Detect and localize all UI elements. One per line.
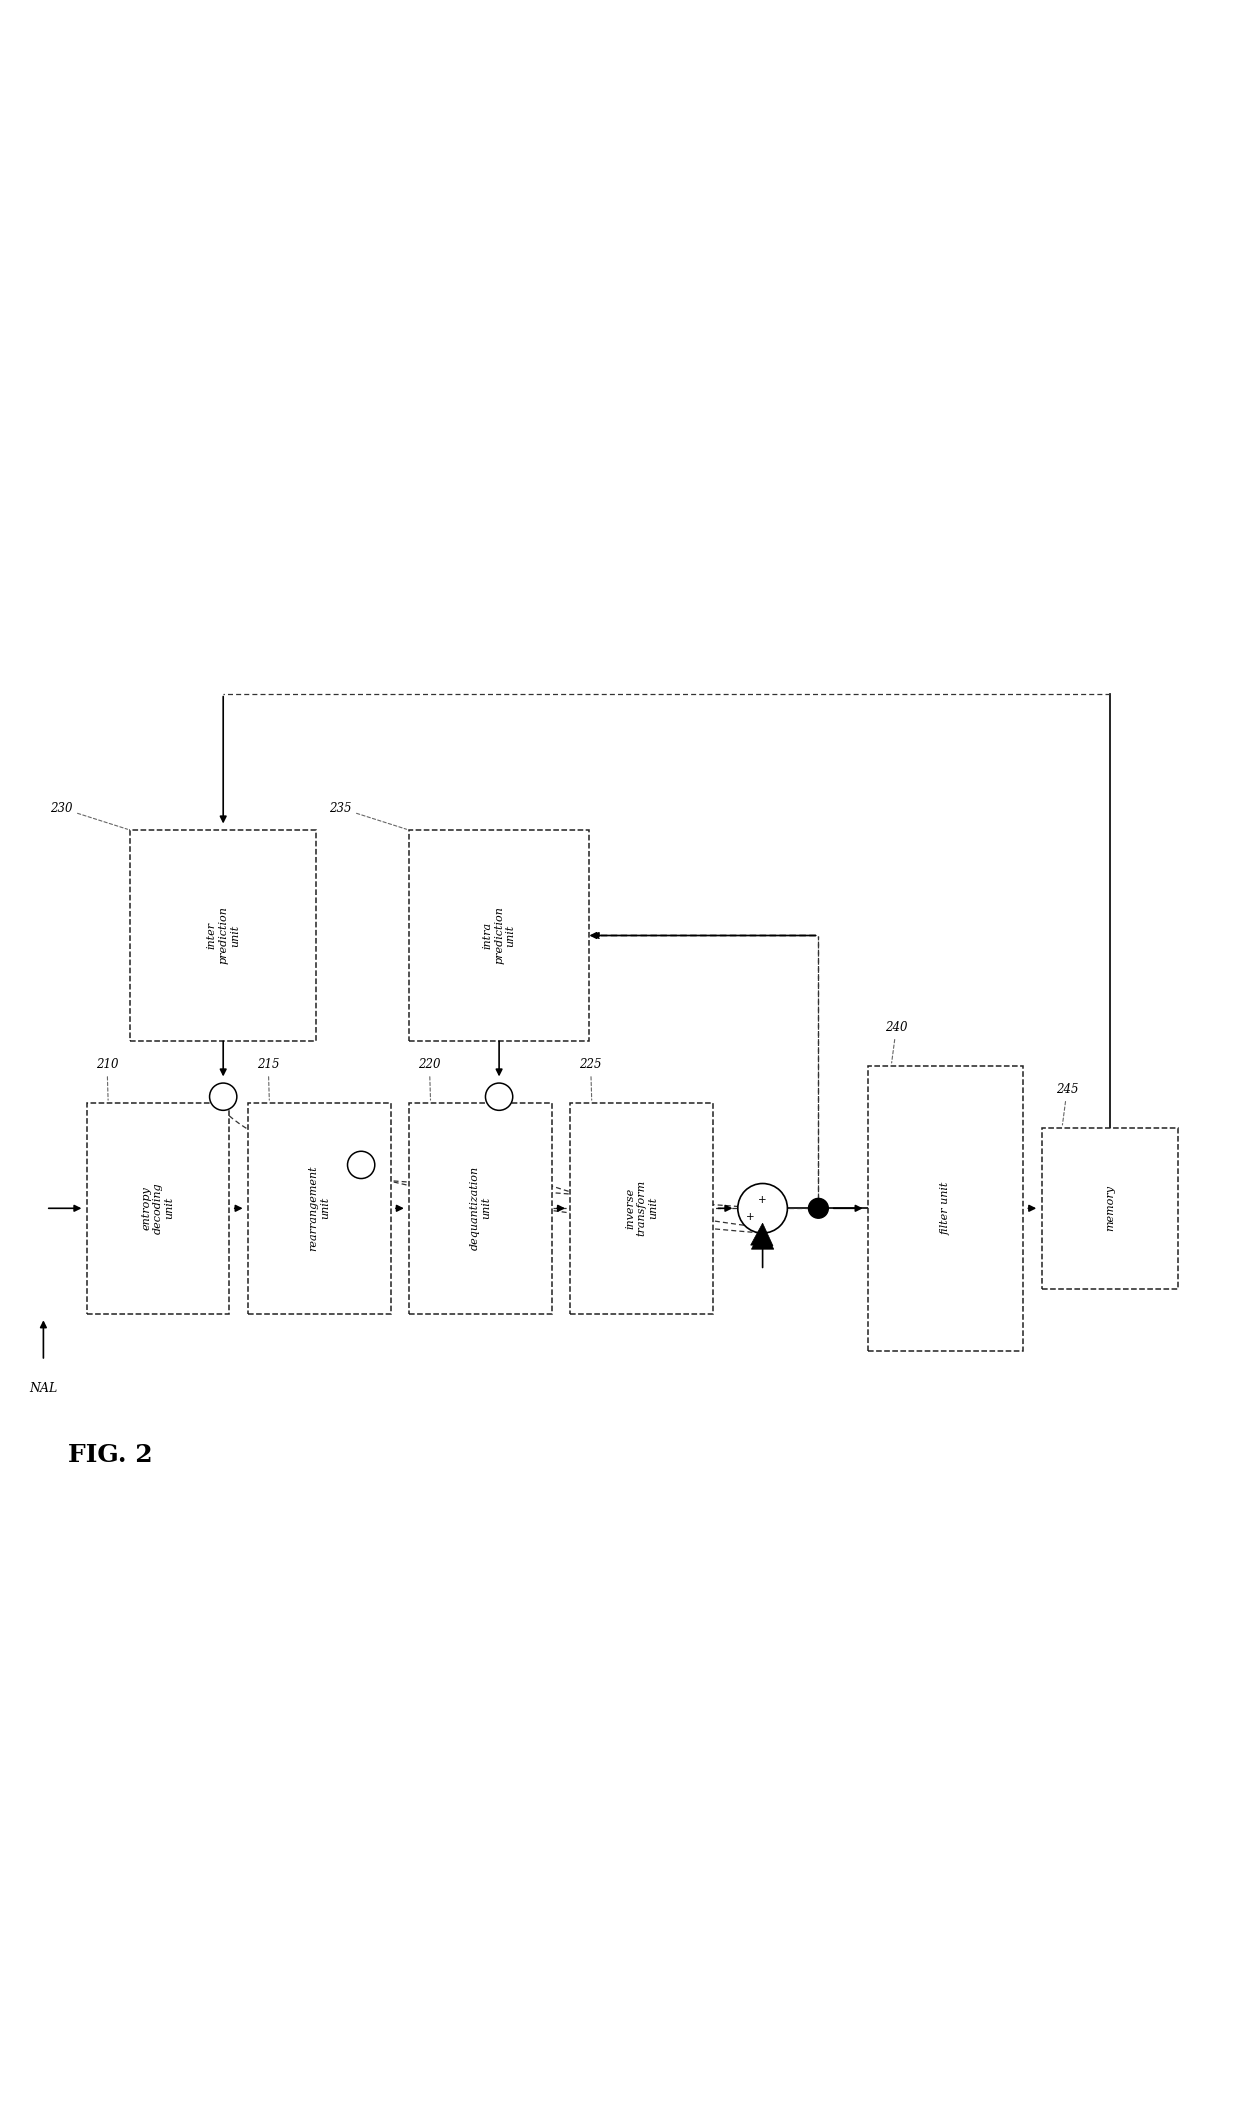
Text: inverse
transform
unit: inverse transform unit xyxy=(625,1180,658,1235)
Text: +: + xyxy=(746,1212,754,1223)
Text: intra
prediction
unit: intra prediction unit xyxy=(482,907,516,964)
Bar xyxy=(87,1102,229,1314)
Text: 220: 220 xyxy=(418,1057,440,1100)
Text: 215: 215 xyxy=(257,1057,279,1100)
Text: memory: memory xyxy=(1105,1185,1115,1231)
Text: 235: 235 xyxy=(329,801,407,829)
Text: 240: 240 xyxy=(885,1021,908,1064)
Text: 210: 210 xyxy=(95,1057,118,1100)
Text: rearrangement
unit: rearrangement unit xyxy=(309,1165,330,1250)
Text: +: + xyxy=(759,1195,766,1204)
Text: 230: 230 xyxy=(50,801,128,829)
Bar xyxy=(130,831,316,1040)
Bar xyxy=(248,1102,391,1314)
Circle shape xyxy=(210,1083,237,1110)
Text: 245: 245 xyxy=(1055,1083,1079,1125)
Polygon shape xyxy=(750,1223,773,1246)
Circle shape xyxy=(347,1151,374,1178)
Text: NAL: NAL xyxy=(30,1382,57,1394)
Circle shape xyxy=(808,1199,828,1218)
Polygon shape xyxy=(751,1227,774,1250)
Text: dequantization
unit: dequantization unit xyxy=(470,1165,491,1250)
Circle shape xyxy=(738,1185,787,1233)
Text: entropy
decoding
unit: entropy decoding unit xyxy=(141,1182,175,1233)
Text: inter
prediction
unit: inter prediction unit xyxy=(207,907,239,964)
Bar xyxy=(1042,1127,1178,1288)
Circle shape xyxy=(485,1083,513,1110)
Text: filter unit: filter unit xyxy=(940,1182,951,1235)
Text: 225: 225 xyxy=(579,1057,601,1100)
Bar xyxy=(409,1102,552,1314)
Text: FIG. 2: FIG. 2 xyxy=(68,1443,153,1468)
Bar xyxy=(868,1066,1023,1352)
Bar xyxy=(570,1102,713,1314)
Bar xyxy=(409,831,589,1040)
